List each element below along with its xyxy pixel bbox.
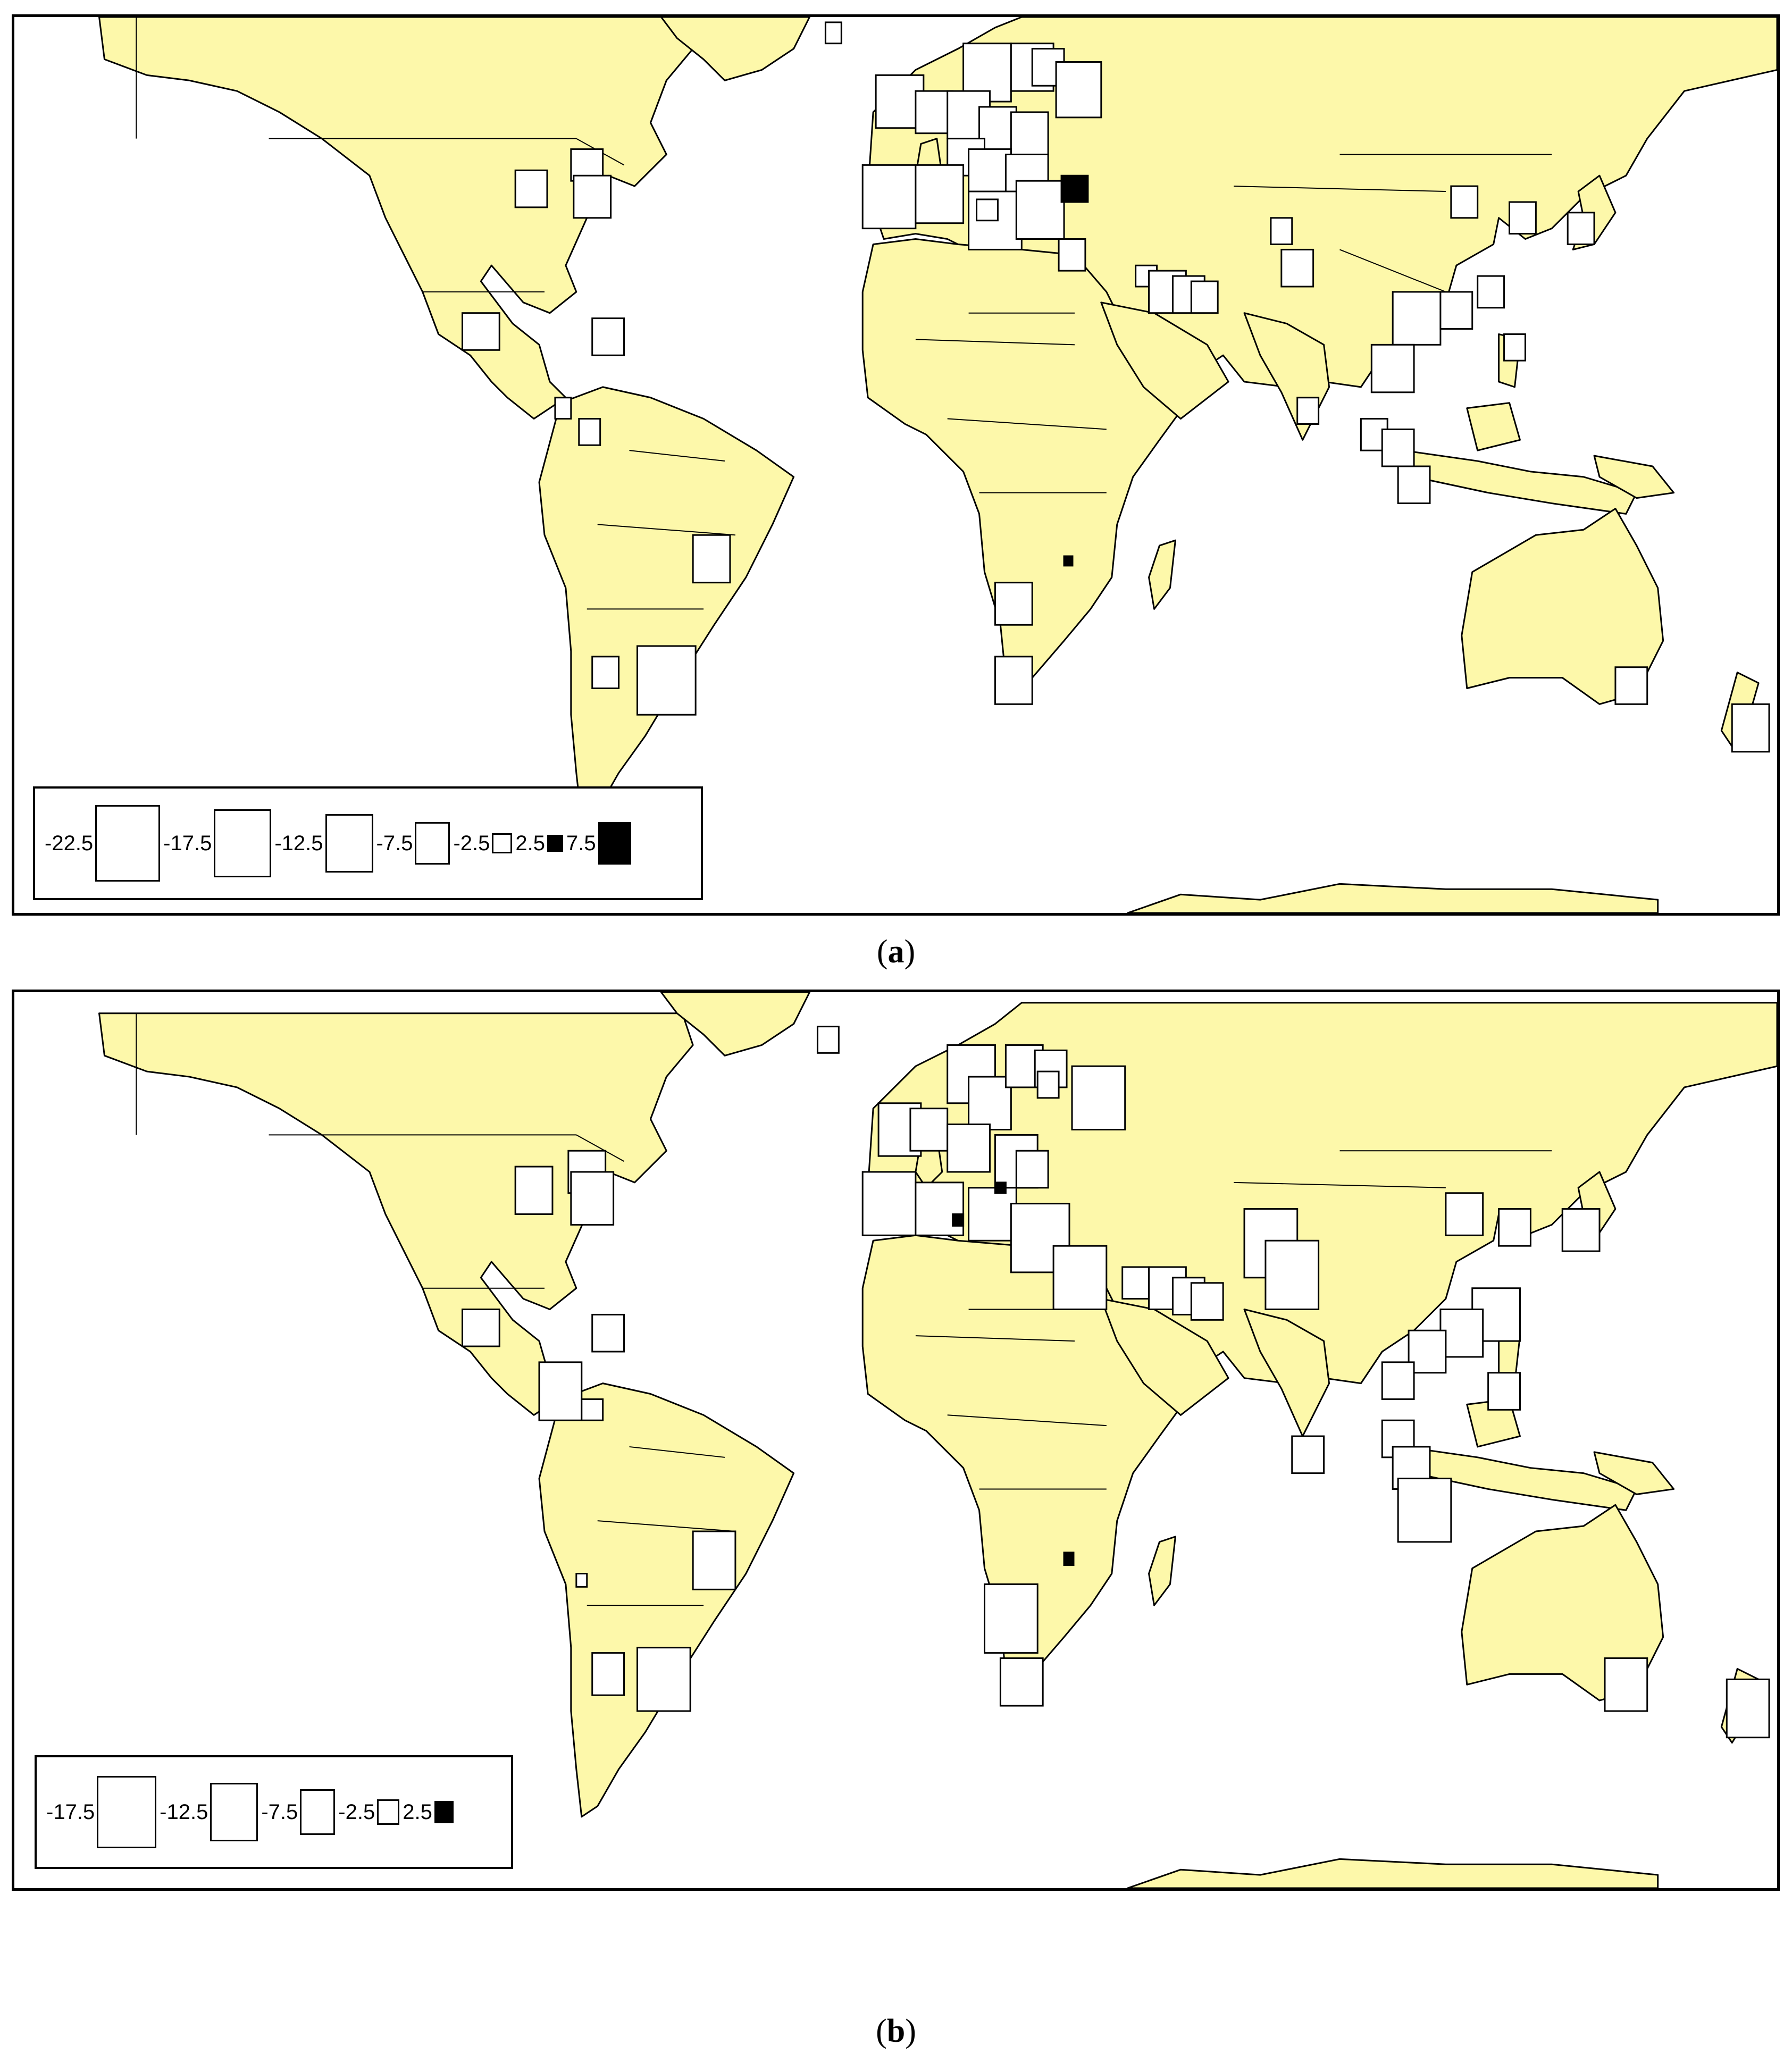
legend-label: 7.5 [566,831,596,855]
caption-letter: b [886,2013,906,2049]
legend-item: -17.5 [46,1776,157,1848]
legend-item: -12.5 [160,1783,258,1841]
south-america [538,1382,795,1818]
caption-paren-open: ( [876,2013,887,2049]
legend-label: -12.5 [274,831,323,855]
country-borders [136,1013,1552,1606]
legend-label: -7.5 [261,1800,298,1824]
legend-label: -2.5 [338,1800,375,1824]
legend-item: -12.5 [274,814,373,873]
caption-a: (a) [0,933,1792,971]
legend-label: -12.5 [160,1800,208,1824]
antarctica [1127,883,1659,913]
legend-symbol [95,805,161,882]
legend-a: -22.5 -17.5 -12.5 -7.5 -2.5 2.5 7.5 [33,786,703,900]
legend-label: 2.5 [403,1800,432,1824]
legend-symbol [377,1799,400,1825]
caption-letter: a [887,934,905,970]
antarctica [1127,1858,1659,1888]
legend-item: -17.5 [163,809,272,877]
landmasses [98,17,1777,913]
legend-item: -2.5 [338,1799,400,1825]
caption-paren-close: ) [905,2013,916,2049]
new-guinea [1593,455,1675,499]
landmasses [98,992,1777,1888]
new-guinea [1593,1451,1675,1495]
legend-label: -17.5 [163,831,212,855]
caption-b: (b) [0,2013,1792,2050]
legend-symbol [415,822,450,865]
india [1243,1308,1330,1437]
legend-symbol [492,833,513,853]
legend-label: -2.5 [453,831,490,855]
legend-symbol [325,814,373,873]
country-borders [136,17,1552,610]
australia [1461,508,1664,705]
legend-label: 2.5 [515,831,545,855]
madagascar [1148,539,1176,610]
indonesia [1402,449,1638,515]
greenland [660,17,810,81]
legend-label: -7.5 [376,831,413,855]
north-america [98,17,694,420]
country-symbols-b [461,1026,1770,1739]
legend-item: 2.5 [515,832,563,856]
legend-item: -2.5 [453,831,513,856]
greenland [660,992,810,1057]
legend-symbol [434,1801,454,1823]
madagascar [1148,1536,1176,1606]
legend-label: -22.5 [45,831,94,855]
legend-symbol [97,1776,157,1848]
australia [1461,1504,1664,1701]
arabia [1100,301,1229,420]
borneo [1466,402,1521,451]
legend-item: 2.5 [403,1800,454,1824]
legend-item: -22.5 [45,805,161,882]
legend-item: -7.5 [261,1789,336,1835]
legend-symbol [300,1789,336,1835]
legend-item: -7.5 [376,822,450,865]
south-america [538,386,795,822]
caption-paren-close: ) [904,934,916,970]
world-map-a [98,17,1777,913]
legend-symbol [598,822,631,865]
map-panel-b: -17.5 -12.5 -7.5 -2.5 2.5 [12,990,1780,1891]
world-map-b [98,992,1777,1888]
country-symbols-a [461,21,1770,753]
arabia [1100,1298,1229,1416]
map-panel-a: -22.5 -17.5 -12.5 -7.5 -2.5 2.5 7.5 [12,14,1780,916]
caption-paren-open: ( [876,934,888,970]
legend-item: 7.5 [566,822,631,865]
legend-symbol [214,809,272,877]
legend-symbol [210,1783,258,1841]
legend-symbol [547,835,563,852]
legend-b: -17.5 -12.5 -7.5 -2.5 2.5 [35,1755,513,1869]
legend-label: -17.5 [46,1800,95,1824]
